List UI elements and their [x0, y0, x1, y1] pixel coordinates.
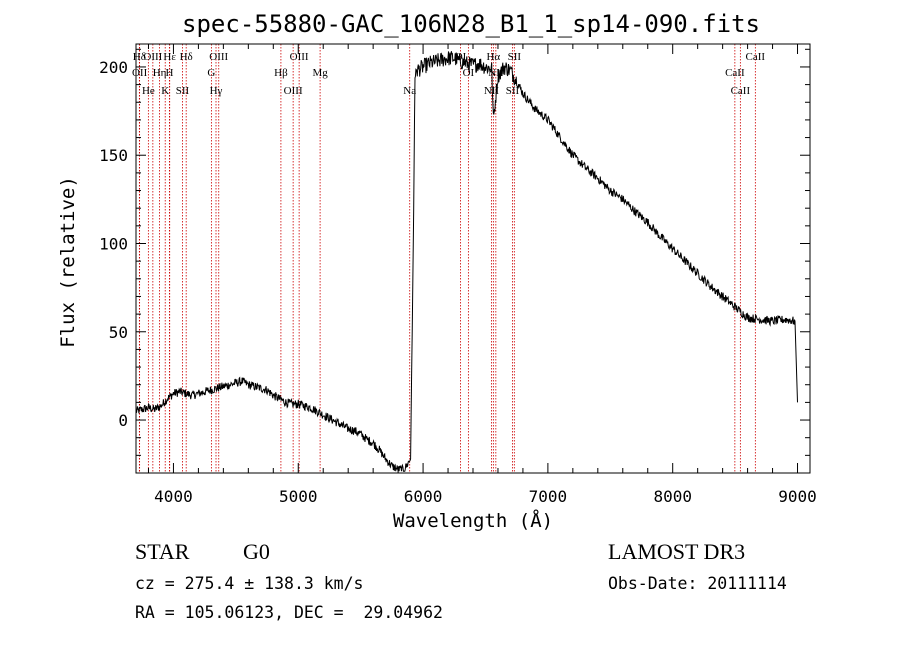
spectrum-line: [135, 51, 798, 472]
spectral-line-label: Hγ: [210, 85, 223, 97]
y-tick-label: 0: [118, 411, 128, 430]
spectral-line-label: OIII: [290, 51, 309, 63]
x-tick-label: 5000: [279, 487, 318, 506]
spectral-line-label: OI: [463, 67, 475, 79]
y-tick-label: 150: [99, 146, 128, 165]
spectral-line-label: Hβ: [274, 67, 288, 79]
x-tick-label: 8000: [653, 487, 692, 506]
spectral-line-label: OI: [455, 51, 467, 63]
spectral-line-label: SII: [508, 51, 522, 63]
spectral-line-label: OIII: [143, 51, 162, 63]
chart-title: spec-55880-GAC_106N28_B1_1_sp14-090.fits: [182, 10, 760, 38]
radec-readout: RA = 105.06123, DEC = 29.04962: [135, 603, 443, 622]
spectral-line-label: OII: [132, 67, 148, 79]
spectral-line-label: SII: [176, 85, 190, 97]
y-tick-label: 50: [109, 323, 128, 342]
y-tick-label: 200: [99, 58, 128, 77]
spectral-line-label: NII: [484, 85, 500, 97]
spectral-line-label: Hε: [163, 51, 176, 63]
spectral-line-label: K: [161, 85, 169, 97]
spectral-line-label: OIII: [209, 51, 228, 63]
x-tick-label: 7000: [529, 487, 568, 506]
cz-readout: cz = 275.4 ± 138.3 km/s: [135, 574, 364, 593]
spectral-line-label: SII: [506, 85, 520, 97]
spectral-line-label: Na: [403, 85, 416, 97]
x-axis-ticks: 4000 5000 6000 7000 8000 9000: [147, 44, 817, 506]
spectral-line-label: CaII: [725, 67, 745, 79]
spectral-line-markers: [138, 44, 756, 473]
spectrum-series: [135, 51, 798, 472]
x-tick-label: 9000: [778, 487, 817, 506]
spectral-line-label: CaII: [731, 85, 751, 97]
spectral-line-label: He: [142, 85, 155, 97]
spectral-line-label: CaII: [746, 51, 766, 63]
x-axis-label: Wavelength (Å): [393, 509, 553, 532]
x-tick-label: 4000: [154, 487, 193, 506]
x-tick-label: 6000: [404, 487, 443, 506]
obs-date-readout: Obs-Date: 20111114: [608, 574, 787, 593]
spectral-line-label: Hη: [153, 67, 167, 79]
plot-frame: [135, 43, 811, 474]
spectral-line-label: OIII: [284, 85, 303, 97]
y-axis-ticks: 0 50 100 150 200: [99, 48, 810, 456]
y-axis-label: Flux (relative): [57, 176, 79, 348]
classification-label: STAR: [135, 539, 190, 564]
subclass-label: G0: [243, 539, 270, 564]
spectral-line-label: H: [165, 67, 173, 79]
y-tick-label: 100: [99, 234, 128, 253]
spectral-line-label: Hα: [486, 51, 500, 63]
spectral-line-label: G: [207, 67, 215, 79]
spectral-line-label: Mg: [312, 67, 328, 79]
spectral-line-label: Hδ: [180, 51, 193, 63]
survey-label: LAMOST DR3: [608, 539, 746, 564]
